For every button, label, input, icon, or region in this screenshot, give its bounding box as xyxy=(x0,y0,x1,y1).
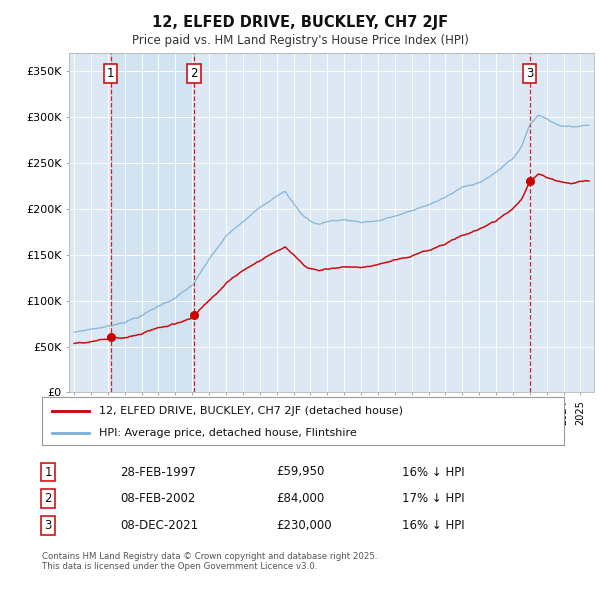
Text: 1: 1 xyxy=(107,67,115,80)
Text: 12, ELFED DRIVE, BUCKLEY, CH7 2JF: 12, ELFED DRIVE, BUCKLEY, CH7 2JF xyxy=(152,15,448,30)
Text: 2: 2 xyxy=(190,67,197,80)
Text: £59,950: £59,950 xyxy=(276,466,325,478)
Text: Contains HM Land Registry data © Crown copyright and database right 2025.
This d: Contains HM Land Registry data © Crown c… xyxy=(42,552,377,571)
Text: £84,000: £84,000 xyxy=(276,492,324,505)
Text: Price paid vs. HM Land Registry's House Price Index (HPI): Price paid vs. HM Land Registry's House … xyxy=(131,34,469,47)
Text: 3: 3 xyxy=(526,67,533,80)
Text: 16% ↓ HPI: 16% ↓ HPI xyxy=(402,519,464,532)
Bar xyxy=(110,53,194,392)
Text: 16% ↓ HPI: 16% ↓ HPI xyxy=(402,466,464,478)
Text: 08-DEC-2021: 08-DEC-2021 xyxy=(120,519,198,532)
Text: £230,000: £230,000 xyxy=(276,519,332,532)
Text: HPI: Average price, detached house, Flintshire: HPI: Average price, detached house, Flin… xyxy=(100,428,357,438)
Text: 1: 1 xyxy=(44,466,52,478)
Text: 12, ELFED DRIVE, BUCKLEY, CH7 2JF (detached house): 12, ELFED DRIVE, BUCKLEY, CH7 2JF (detac… xyxy=(100,405,403,415)
Text: 17% ↓ HPI: 17% ↓ HPI xyxy=(402,492,464,505)
Text: 2: 2 xyxy=(44,492,52,505)
Text: 3: 3 xyxy=(44,519,52,532)
Text: 08-FEB-2002: 08-FEB-2002 xyxy=(120,492,196,505)
Text: 28-FEB-1997: 28-FEB-1997 xyxy=(120,466,196,478)
